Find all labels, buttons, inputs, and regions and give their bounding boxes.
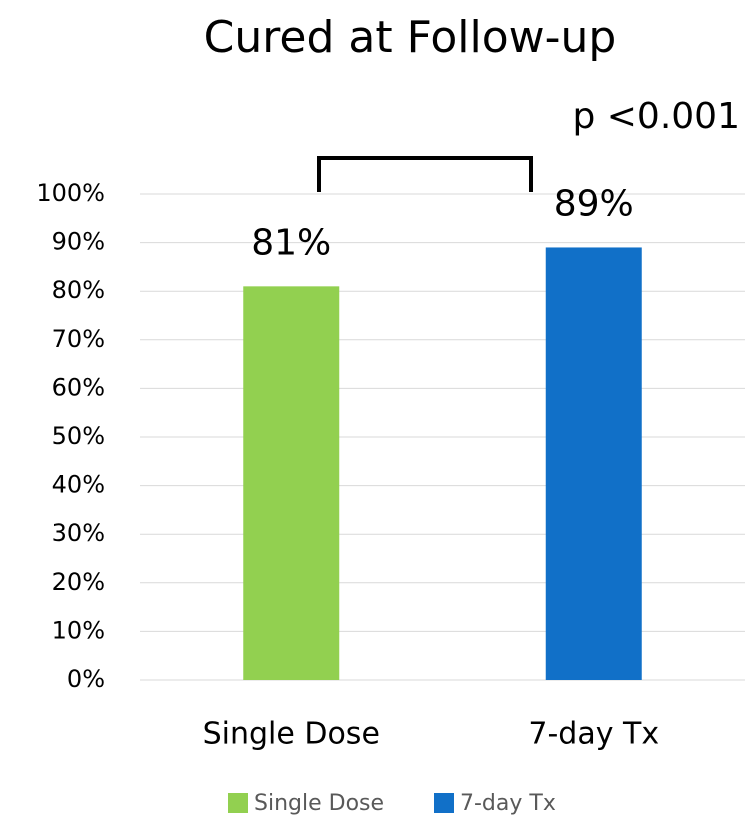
- legend-label: Single Dose: [254, 791, 384, 816]
- y-tick-label: 40%: [52, 471, 105, 499]
- chart-title: Cured at Follow-up: [204, 12, 617, 63]
- y-tick-label: 10%: [52, 616, 105, 644]
- y-tick-label: 60%: [52, 373, 105, 401]
- y-tick-label: 80%: [52, 276, 105, 304]
- data-label: 81%: [251, 222, 331, 263]
- y-tick-label: 70%: [52, 325, 105, 353]
- y-tick-label: 0%: [67, 665, 105, 693]
- legend-swatch: [228, 793, 248, 813]
- y-tick-label: 20%: [52, 568, 105, 596]
- y-tick-label: 100%: [36, 179, 105, 207]
- significance-bracket: [317, 156, 533, 192]
- legend-label: 7-day Tx: [460, 791, 556, 816]
- y-tick-label: 30%: [52, 519, 105, 547]
- x-tick-label: Single Dose: [203, 717, 380, 752]
- bar: [243, 286, 340, 680]
- x-tick-label: 7-day Tx: [528, 717, 659, 752]
- y-tick-label: 90%: [52, 228, 105, 256]
- data-label: 89%: [554, 183, 634, 224]
- annotation: p <0.001: [572, 96, 740, 137]
- legend-swatch: [434, 793, 454, 813]
- bar: [545, 247, 642, 680]
- y-tick-label: 50%: [52, 422, 105, 450]
